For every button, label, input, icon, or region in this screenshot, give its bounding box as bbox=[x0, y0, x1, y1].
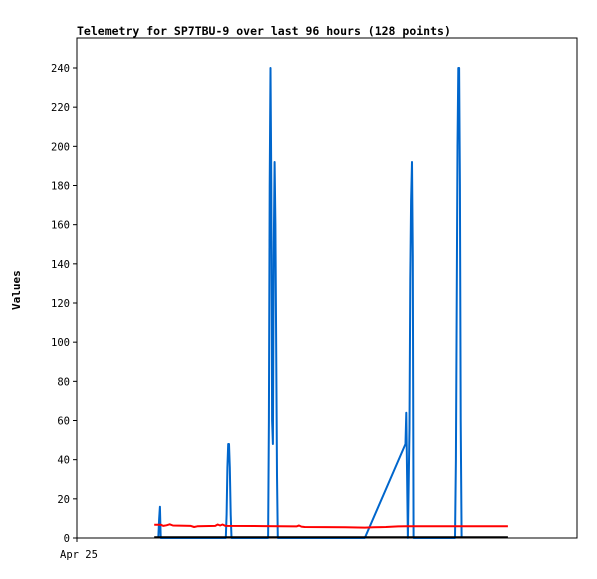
y-tick-label: 200 bbox=[51, 141, 70, 153]
x-axis-ticks: Apr 25 bbox=[60, 538, 98, 561]
y-tick-label: 20 bbox=[57, 494, 70, 506]
y-tick-label: 240 bbox=[51, 63, 70, 75]
y-axis-ticks: 0 20 40 60 80 100 120 140 160 180 200 220 240 bbox=[51, 63, 77, 545]
plot-frame bbox=[76, 37, 578, 539]
series-line-2 bbox=[154, 523, 508, 529]
plot-area bbox=[76, 37, 578, 539]
y-tick-label: 180 bbox=[51, 181, 70, 193]
series-lines bbox=[154, 67, 508, 539]
y-tick-label: 120 bbox=[51, 298, 70, 310]
y-tick-label: 100 bbox=[51, 337, 70, 349]
chart-title: Telemetry for SP7TBU-9 over last 96 hour… bbox=[77, 24, 451, 38]
y-tick-label: 140 bbox=[51, 259, 70, 271]
y-tick-label: 0 bbox=[64, 533, 70, 545]
series-line-1 bbox=[157, 67, 463, 539]
y-tick-label: 80 bbox=[57, 376, 70, 388]
x-tick-label: Apr 25 bbox=[60, 549, 98, 561]
y-tick-label: 60 bbox=[57, 416, 70, 428]
y-tick-label: 40 bbox=[57, 455, 70, 467]
y-tick-label: 220 bbox=[51, 102, 70, 114]
y-tick-label: 160 bbox=[51, 220, 70, 232]
